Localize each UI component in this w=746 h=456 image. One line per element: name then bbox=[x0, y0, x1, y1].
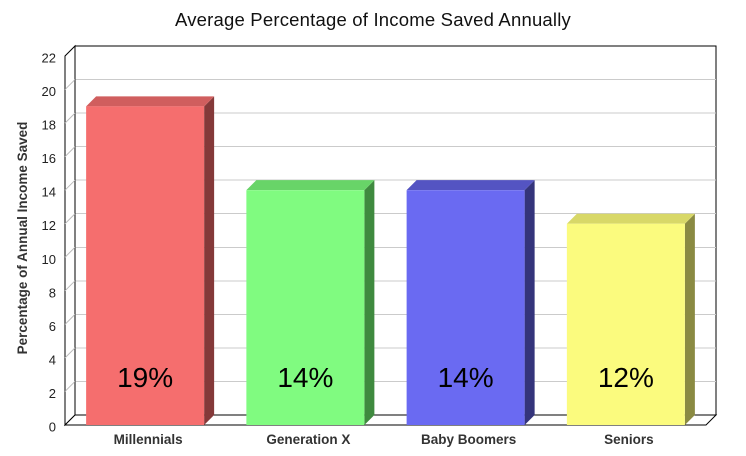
tick-slash bbox=[64, 112, 76, 124]
y-tick-label: 4 bbox=[49, 352, 56, 367]
x-category-label-seniors: Seniors bbox=[604, 432, 654, 447]
chart-title: Average Percentage of Income Saved Annua… bbox=[175, 9, 571, 30]
bar-top-millennials bbox=[86, 96, 215, 107]
y-tick-label: 8 bbox=[49, 285, 56, 300]
tick-slash bbox=[64, 146, 76, 157]
tick-slash bbox=[64, 347, 76, 359]
y-axis-title: Percentage of Annual Income Saved bbox=[15, 122, 30, 355]
bar-baby-boomers bbox=[406, 190, 525, 425]
y-tick-label: 20 bbox=[42, 84, 56, 99]
x-category-label-baby-boomers: Baby Boomers bbox=[421, 432, 516, 447]
y-tick-label: 6 bbox=[49, 319, 56, 334]
tick-slash bbox=[64, 179, 76, 191]
bar-value-label-seniors: 12% bbox=[598, 362, 654, 393]
bar-generation-x bbox=[246, 190, 365, 425]
bar-millennials bbox=[86, 106, 205, 426]
y-tick-label: 18 bbox=[42, 118, 56, 133]
tick-slash bbox=[64, 280, 76, 292]
tick-slash bbox=[64, 246, 76, 258]
tick-slash bbox=[64, 79, 76, 90]
tick-slash bbox=[64, 213, 76, 225]
bar-side-millennials bbox=[204, 96, 215, 426]
x-category-label-generation-x: Generation X bbox=[266, 432, 350, 447]
x-category-label-millennials: Millennials bbox=[114, 432, 183, 447]
tick-slash bbox=[64, 314, 76, 325]
y-tick-label: 14 bbox=[42, 185, 56, 200]
bar-top-generation-x bbox=[246, 180, 375, 191]
bar-side-seniors bbox=[684, 213, 695, 425]
bar-top-baby-boomers bbox=[406, 180, 535, 191]
bar-value-label-millennials: 19% bbox=[117, 362, 173, 393]
bar-side-baby-boomers bbox=[524, 180, 535, 425]
y-tick-label: 12 bbox=[42, 218, 56, 233]
y-tick-label: 22 bbox=[42, 51, 56, 66]
y-tick-label: 16 bbox=[42, 151, 56, 166]
y-tick-label: 10 bbox=[42, 252, 56, 267]
bar-value-label-baby-boomers: 14% bbox=[438, 362, 494, 393]
y-tick-label: 2 bbox=[49, 386, 56, 401]
plot-left-wall bbox=[64, 44, 76, 427]
bar-seniors bbox=[566, 223, 685, 425]
bar-value-label-generation-x: 14% bbox=[277, 362, 333, 393]
y-tick-label: 0 bbox=[49, 420, 56, 435]
bar-side-generation-x bbox=[364, 180, 375, 425]
tick-slash bbox=[64, 381, 76, 392]
bar-top-seniors bbox=[566, 213, 695, 224]
